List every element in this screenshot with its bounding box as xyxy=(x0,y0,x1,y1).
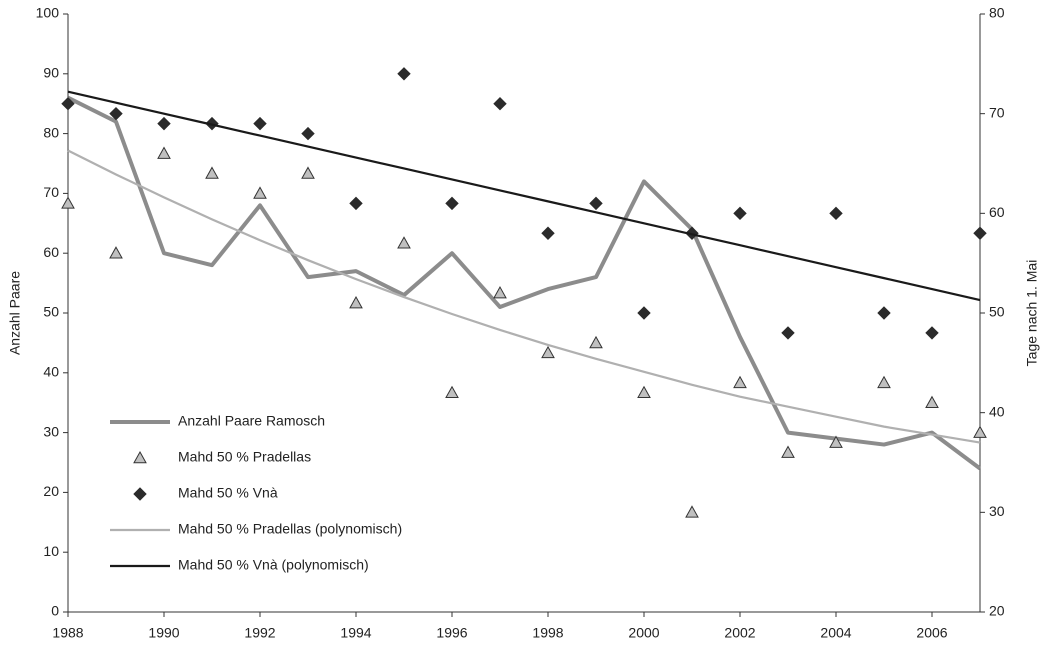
triangle-marker xyxy=(781,445,795,458)
triangle-marker xyxy=(205,166,219,179)
y-tick-label: 0 xyxy=(51,603,59,619)
y-tick-label: 100 xyxy=(36,5,60,21)
legend-label: Mahd 50 % Vnà (polynomisch) xyxy=(178,557,369,573)
triangle-marker xyxy=(109,246,123,259)
diamond-marker xyxy=(589,196,603,211)
y2-tick-label: 40 xyxy=(989,403,1005,419)
series-line xyxy=(67,90,981,302)
y2-tick-label: 70 xyxy=(989,104,1005,120)
y2-tick-label: 30 xyxy=(989,503,1005,519)
diamond-marker xyxy=(301,126,315,141)
diamond-marker xyxy=(253,116,267,131)
diamond-marker xyxy=(637,306,651,320)
x-tick-label: 2002 xyxy=(724,625,755,641)
x-tick-label: 1990 xyxy=(148,625,179,641)
triangle-marker xyxy=(445,385,459,399)
y-tick-label: 30 xyxy=(43,423,59,439)
diamond-marker xyxy=(733,206,747,221)
diamond-marker xyxy=(61,96,75,111)
series-line xyxy=(67,95,982,471)
legend-label: Mahd 50 % Vnà xyxy=(178,485,278,501)
y-tick-label: 20 xyxy=(43,483,59,499)
x-tick-label: 1994 xyxy=(340,625,371,641)
y-tick-label: 10 xyxy=(43,543,59,559)
triangle-marker xyxy=(925,395,939,408)
x-tick-label: 2000 xyxy=(628,625,659,641)
triangle-marker xyxy=(637,385,651,399)
y-tick-label: 90 xyxy=(43,65,59,81)
triangle-marker xyxy=(301,166,315,179)
y-tick-label: 50 xyxy=(43,304,59,320)
triangle-marker xyxy=(541,345,555,359)
series-line xyxy=(67,149,981,444)
triangle-marker xyxy=(397,236,411,249)
y-tick-label: 60 xyxy=(43,244,59,260)
x-tick-label: 1996 xyxy=(436,625,467,641)
diamond-marker xyxy=(445,196,459,211)
legend-swatch xyxy=(133,487,147,501)
legend-swatch xyxy=(133,450,147,464)
y2-tick-label: 20 xyxy=(989,603,1005,619)
diamond-marker xyxy=(541,226,555,240)
triangle-marker xyxy=(253,186,267,199)
y-tick-label: 70 xyxy=(43,184,59,200)
y2-axis-label: Tage nach 1. Mai xyxy=(1024,260,1040,367)
x-tick-label: 2004 xyxy=(820,625,851,641)
triangle-marker xyxy=(589,335,603,349)
triangle-marker xyxy=(157,146,171,159)
y-tick-label: 40 xyxy=(43,364,59,380)
x-tick-label: 1998 xyxy=(532,625,563,641)
diamond-marker xyxy=(493,96,507,111)
triangle-marker xyxy=(349,296,363,309)
y-axis-label: Anzahl Paare xyxy=(7,271,23,355)
y2-tick-label: 50 xyxy=(989,304,1005,320)
x-tick-label: 2006 xyxy=(916,625,947,641)
x-tick-label: 1988 xyxy=(52,625,83,641)
diamond-marker xyxy=(829,206,843,221)
diamond-marker xyxy=(109,106,123,121)
diamond-marker xyxy=(925,326,939,340)
diamond-marker xyxy=(397,67,411,81)
diamond-marker xyxy=(973,226,987,240)
y-tick-label: 80 xyxy=(43,124,59,140)
triangle-marker xyxy=(61,196,75,209)
diamond-marker xyxy=(157,116,171,131)
y2-tick-label: 80 xyxy=(989,5,1005,21)
legend-label: Mahd 50 % Pradellas xyxy=(178,449,311,465)
triangle-marker xyxy=(685,505,699,518)
y2-tick-label: 60 xyxy=(989,204,1005,220)
triangle-marker xyxy=(877,375,891,389)
triangle-marker xyxy=(493,286,507,299)
x-tick-label: 1992 xyxy=(244,625,275,641)
legend-label: Anzahl Paare Ramosch xyxy=(178,413,325,429)
diamond-marker xyxy=(349,196,363,211)
legend-label: Mahd 50 % Pradellas (polynomisch) xyxy=(178,521,402,537)
triangle-marker xyxy=(973,425,987,438)
diamond-marker xyxy=(781,326,795,340)
triangle-marker xyxy=(733,375,747,389)
triangle-marker xyxy=(829,435,843,448)
diamond-marker xyxy=(877,306,891,320)
